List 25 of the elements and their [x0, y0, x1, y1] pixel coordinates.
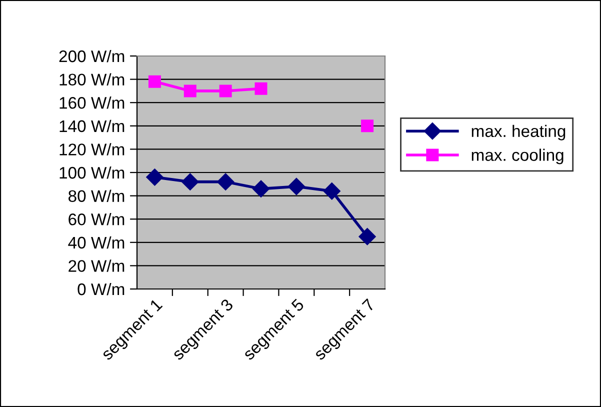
- y-tick-label: 180 W/m: [60, 73, 124, 86]
- point: [146, 168, 164, 186]
- y-tick-label: 100 W/m: [60, 166, 124, 179]
- y-tick-label: 80 W/m: [68, 190, 124, 202]
- y-tick-label: 160 W/m: [60, 96, 124, 109]
- y-tick-label: 120 W/m: [60, 143, 124, 156]
- point: [254, 82, 268, 95]
- point: [252, 180, 270, 198]
- point: [288, 178, 305, 196]
- legend-label: max. cooling: [472, 148, 564, 164]
- point: [219, 84, 232, 98]
- y-tick-label: 0 W/m: [78, 282, 124, 296]
- legend-label: max. heating: [472, 124, 566, 140]
- point: [217, 173, 234, 190]
- point: [184, 84, 196, 98]
- point: [148, 75, 161, 88]
- point: [358, 228, 376, 246]
- y-tick-label: 60 W/m: [68, 213, 124, 226]
- y-tick-label: 200 W/m: [59, 50, 124, 62]
- point: [361, 120, 374, 132]
- y-tick-label: 20 W/m: [68, 260, 124, 272]
- y-tick-label: 140 W/m: [60, 120, 124, 132]
- point: [323, 182, 340, 200]
- y-tick-label: 40 W/m: [68, 236, 124, 249]
- point: [182, 173, 199, 190]
